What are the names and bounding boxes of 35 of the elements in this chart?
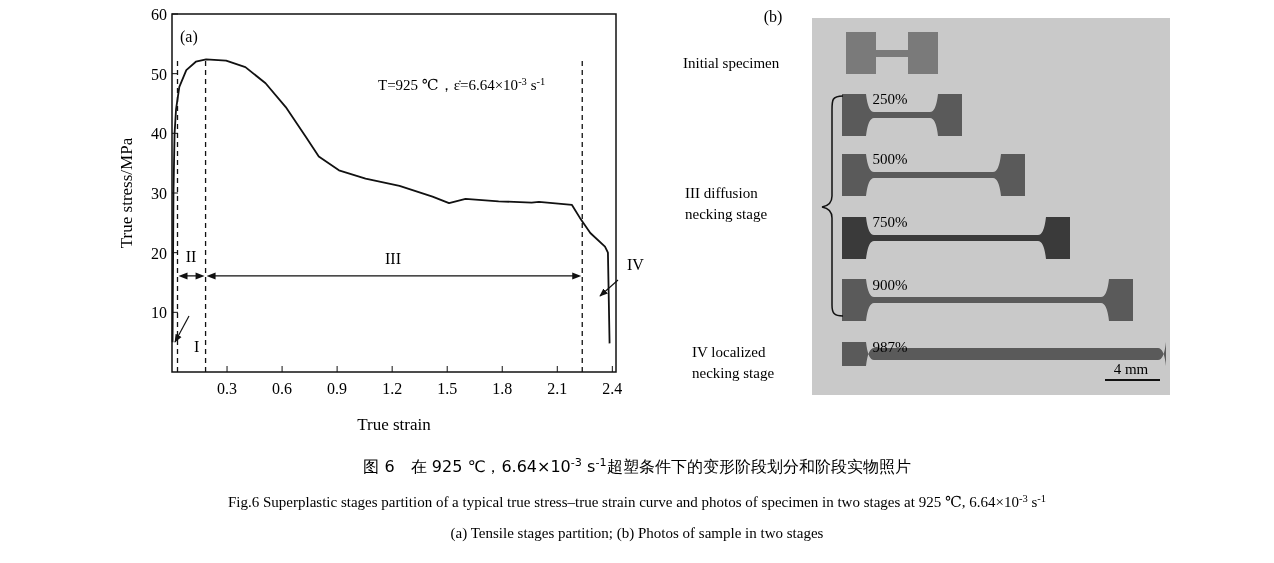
text: (a) Tensile stages partition; (b) Photos of sample in two stages — [450, 525, 824, 542]
y-tick-label: 40 — [151, 125, 167, 143]
x-tick-label: 1.8 — [492, 380, 513, 397]
text: III diffusion necking stage — [685, 185, 768, 222]
annotation: (a) — [180, 28, 198, 46]
y-tick-label: 50 — [151, 65, 167, 83]
x-tick-label: 0.3 — [217, 380, 238, 397]
x-axis-title: True strain — [357, 415, 432, 434]
text: IV localized necking stage — [692, 344, 775, 381]
y-axis-title: True stress/MPa — [117, 137, 136, 249]
text: 250% — [872, 91, 908, 107]
text: 900% — [872, 277, 908, 293]
x-tick-label: 0.9 — [327, 380, 348, 397]
text: IV — [627, 256, 645, 273]
x-tick-label: 0.6 — [272, 380, 293, 397]
x-tick-label: 2.4 — [602, 380, 623, 397]
y-tick-label: 20 — [151, 244, 167, 262]
x-tick-label: 1.2 — [382, 380, 403, 397]
y-tick-label: 10 — [151, 304, 167, 322]
caption: 图 6 在 925 ℃，6.64×10$^{-3}$ s$^{-1}$超塑条件下的变形阶段划分和阶段实物照片 — [363, 455, 911, 476]
x-tick-label: 1.5 — [437, 380, 458, 397]
x-tick-label: 2.1 — [547, 380, 568, 397]
annotation: T=925 ℃，ε̇=6.64×10$^{-3}$ s$^{-1}$ — [378, 75, 546, 93]
caption: Fig.6 Superplastic stages partition of a typical true stress–true strain curve and photos of specimen in two stages at 925 ℃, 6.64×10$^{-3}$ s$^{-1}$ — [227, 492, 1047, 510]
annotation: I — [194, 338, 200, 355]
y-tick-label: 30 — [151, 185, 167, 202]
annotation: III — [385, 250, 401, 267]
text: (b) — [763, 8, 783, 26]
annotation: II — [185, 248, 197, 265]
text: Initial specimen — [683, 55, 780, 71]
text: 750% — [872, 214, 908, 230]
y-tick-label: 60 — [151, 6, 167, 23]
text: 987% — [872, 339, 908, 355]
text: 500% — [872, 151, 908, 167]
text: 4 mm — [1113, 361, 1149, 377]
